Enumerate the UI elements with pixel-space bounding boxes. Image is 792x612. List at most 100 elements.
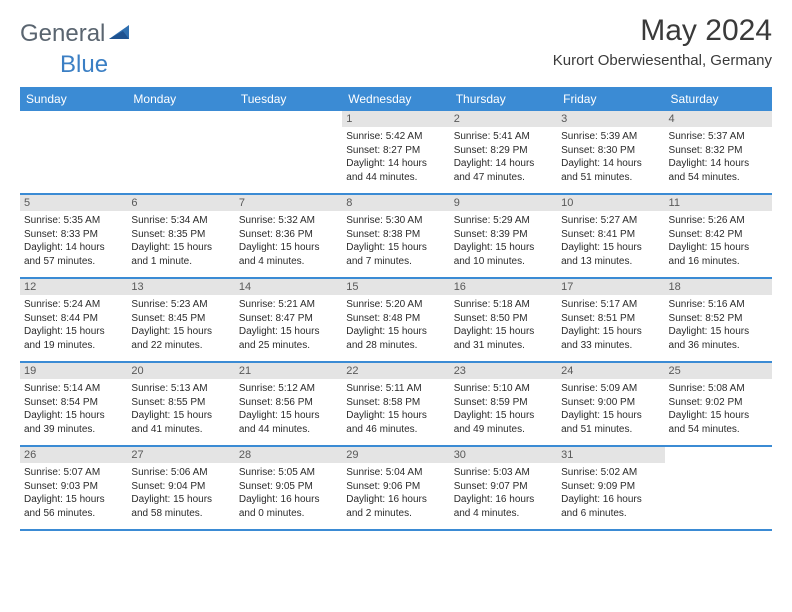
calendar-day-cell: 13 Sunrise: 5:23 AMSunset: 8:45 PMDayligh… [127,279,234,361]
sun-info: Sunrise: 5:21 AMSunset: 8:47 PMDaylight:… [239,298,338,352]
day-number: 31 [557,447,664,463]
calendar-day-cell: 27 Sunrise: 5:06 AMSunset: 9:04 PMDayligh… [127,447,234,529]
day-header: Sunday [20,87,127,111]
calendar-day-cell: 3Sunrise: 5:39 AMSunset: 8:30 PMDaylight… [557,111,664,193]
day-number: 9 [450,195,557,211]
day-number: 6 [127,195,234,211]
day-header: Wednesday [342,87,449,111]
sun-info: Sunrise: 5:42 AMSunset: 8:27 PMDaylight:… [346,130,445,184]
day-number: 22 [342,363,449,379]
sun-info: Sunrise: 5:27 AMSunset: 8:41 PMDaylight:… [561,214,660,268]
calendar-day-cell: 18 Sunrise: 5:16 AMSunset: 8:52 PMDayligh… [665,279,772,361]
calendar-day-cell: 21 Sunrise: 5:12 AMSunset: 8:56 PMDayligh… [235,363,342,445]
logo-text-blue: Blue [60,51,108,78]
calendar-day-cell: 20 Sunrise: 5:13 AMSunset: 8:55 PMDayligh… [127,363,234,445]
calendar-day-cell: 28Sunrise: 5:05 AMSunset: 9:05 PMDayligh… [235,447,342,529]
calendar-day-cell: 22 Sunrise: 5:11 AMSunset: 8:58 PMDayligh… [342,363,449,445]
day-header: Thursday [450,87,557,111]
day-number: 2 [450,111,557,127]
day-number: 11 [665,195,772,211]
day-header: Tuesday [235,87,342,111]
sun-info: Sunrise: 5:10 AMSunset: 8:59 PMDaylight:… [454,382,553,436]
day-number: 23 [450,363,557,379]
calendar-day-cell: 2 Sunrise: 5:41 AMSunset: 8:29 PMDaylight… [450,111,557,193]
sun-info: Sunrise: 5:24 AMSunset: 8:44 PMDaylight:… [24,298,123,352]
calendar-grid: Sunday Monday Tuesday Wednesday Thursday… [20,87,772,531]
sun-info: Sunrise: 5:09 AMSunset: 9:00 PMDaylight:… [561,382,660,436]
sun-info: Sunrise: 5:29 AMSunset: 8:39 PMDaylight:… [454,214,553,268]
day-number: 27 [127,447,234,463]
day-header: Friday [557,87,664,111]
sun-info: Sunrise: 5:41 AMSunset: 8:29 PMDaylight:… [454,130,553,184]
day-number: 7 [235,195,342,211]
calendar-day-cell: 19 Sunrise: 5:14 AMSunset: 8:54 PMDayligh… [20,363,127,445]
calendar-day-cell [665,447,772,529]
sun-info: Sunrise: 5:16 AMSunset: 8:52 PMDaylight:… [669,298,768,352]
sun-info: Sunrise: 5:13 AMSunset: 8:55 PMDaylight:… [131,382,230,436]
day-number: 16 [450,279,557,295]
day-number: 25 [665,363,772,379]
calendar-day-cell: 12 Sunrise: 5:24 AMSunset: 8:44 PMDayligh… [20,279,127,361]
sun-info: Sunrise: 5:37 AMSunset: 8:32 PMDaylight:… [669,130,768,184]
day-number: 28 [235,447,342,463]
calendar-day-cell: 26 Sunrise: 5:07 AMSunset: 9:03 PMDayligh… [20,447,127,529]
day-number: 13 [127,279,234,295]
sun-info: Sunrise: 5:34 AMSunset: 8:35 PMDaylight:… [131,214,230,268]
calendar-day-cell: 5Sunrise: 5:35 AMSunset: 8:33 PMDaylight… [20,195,127,277]
sun-info: Sunrise: 5:26 AMSunset: 8:42 PMDaylight:… [669,214,768,268]
calendar-week-row: 5Sunrise: 5:35 AMSunset: 8:33 PMDaylight… [20,195,772,279]
day-number: 19 [20,363,127,379]
calendar-day-cell [127,111,234,193]
sun-info: Sunrise: 5:14 AMSunset: 8:54 PMDaylight:… [24,382,123,436]
day-number: 1 [342,111,449,127]
calendar-day-cell: 14 Sunrise: 5:21 AMSunset: 8:47 PMDayligh… [235,279,342,361]
sun-info: Sunrise: 5:20 AMSunset: 8:48 PMDaylight:… [346,298,445,352]
day-number: 3 [557,111,664,127]
day-number: 24 [557,363,664,379]
day-number: 18 [665,279,772,295]
calendar-day-cell: 23 Sunrise: 5:10 AMSunset: 8:59 PMDayligh… [450,363,557,445]
calendar-day-cell: 24 Sunrise: 5:09 AMSunset: 9:00 PMDayligh… [557,363,664,445]
calendar-day-cell: 15 Sunrise: 5:20 AMSunset: 8:48 PMDayligh… [342,279,449,361]
calendar-week-row: 12 Sunrise: 5:24 AMSunset: 8:44 PMDayligh… [20,279,772,363]
calendar-day-cell: 7 Sunrise: 5:32 AMSunset: 8:36 PMDaylight… [235,195,342,277]
sun-info: Sunrise: 5:02 AMSunset: 9:09 PMDaylight:… [561,466,660,520]
logo: General [20,14,133,48]
day-number: 20 [127,363,234,379]
sun-info: Sunrise: 5:06 AMSunset: 9:04 PMDaylight:… [131,466,230,520]
calendar-day-cell [235,111,342,193]
calendar-day-cell: 11 Sunrise: 5:26 AMSunset: 8:42 PMDayligh… [665,195,772,277]
sun-info: Sunrise: 5:12 AMSunset: 8:56 PMDaylight:… [239,382,338,436]
calendar-day-cell: 17Sunrise: 5:17 AMSunset: 8:51 PMDayligh… [557,279,664,361]
calendar-day-cell: 25Sunrise: 5:08 AMSunset: 9:02 PMDayligh… [665,363,772,445]
calendar-day-cell: 16Sunrise: 5:18 AMSunset: 8:50 PMDayligh… [450,279,557,361]
day-number: 29 [342,447,449,463]
calendar-day-cell: 9 Sunrise: 5:29 AMSunset: 8:39 PMDaylight… [450,195,557,277]
day-number: 5 [20,195,127,211]
day-header: Monday [127,87,234,111]
sun-info: Sunrise: 5:23 AMSunset: 8:45 PMDaylight:… [131,298,230,352]
calendar-week-row: 26 Sunrise: 5:07 AMSunset: 9:03 PMDayligh… [20,447,772,531]
weeks-container: 1 Sunrise: 5:42 AMSunset: 8:27 PMDaylight… [20,111,772,531]
calendar-day-cell: 31 Sunrise: 5:02 AMSunset: 9:09 PMDayligh… [557,447,664,529]
calendar-day-cell: 30 Sunrise: 5:03 AMSunset: 9:07 PMDayligh… [450,447,557,529]
day-headers-row: Sunday Monday Tuesday Wednesday Thursday… [20,87,772,111]
sun-info: Sunrise: 5:32 AMSunset: 8:36 PMDaylight:… [239,214,338,268]
sun-info: Sunrise: 5:03 AMSunset: 9:07 PMDaylight:… [454,466,553,520]
day-number: 26 [20,447,127,463]
day-number: 14 [235,279,342,295]
day-header: Saturday [665,87,772,111]
day-number: 8 [342,195,449,211]
day-number: 17 [557,279,664,295]
sun-info: Sunrise: 5:11 AMSunset: 8:58 PMDaylight:… [346,382,445,436]
day-number: 21 [235,363,342,379]
day-number: 30 [450,447,557,463]
calendar-day-cell [20,111,127,193]
sun-info: Sunrise: 5:04 AMSunset: 9:06 PMDaylight:… [346,466,445,520]
sun-info: Sunrise: 5:07 AMSunset: 9:03 PMDaylight:… [24,466,123,520]
page-title: May 2024 [553,14,772,48]
location-subtitle: Kurort Oberwiesenthal, Germany [553,52,772,69]
day-number: 12 [20,279,127,295]
day-number: 15 [342,279,449,295]
calendar-document: General May 2024 Kurort Oberwiesenthal, … [0,0,792,541]
